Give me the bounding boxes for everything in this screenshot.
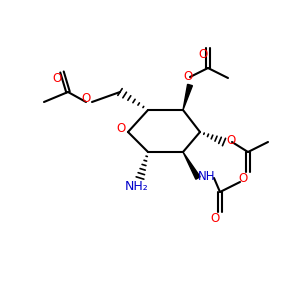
Text: O: O: [183, 70, 193, 83]
Text: O: O: [52, 73, 62, 85]
Text: O: O: [226, 134, 236, 146]
Text: O: O: [81, 92, 91, 106]
Polygon shape: [183, 84, 192, 110]
Text: NH₂: NH₂: [125, 181, 149, 194]
Text: O: O: [210, 212, 220, 226]
Text: O: O: [116, 122, 126, 136]
Text: O: O: [198, 49, 208, 62]
Polygon shape: [183, 152, 200, 179]
Text: NH: NH: [198, 170, 216, 184]
Text: O: O: [238, 172, 247, 185]
